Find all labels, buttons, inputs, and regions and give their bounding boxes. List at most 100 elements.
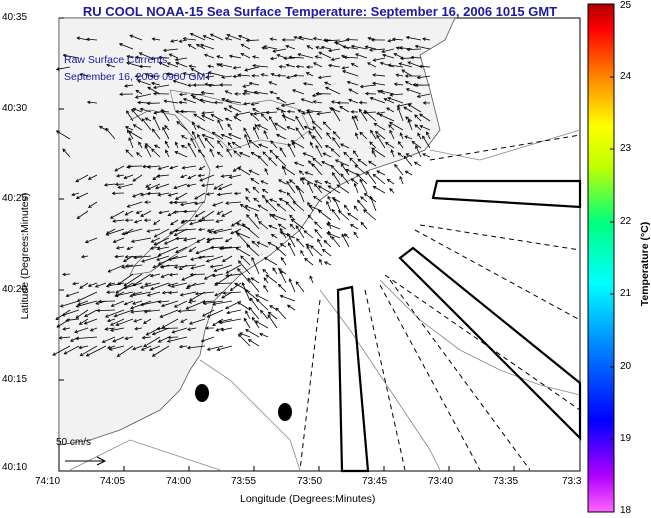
current-vector-head bbox=[289, 214, 293, 219]
current-vector-head bbox=[134, 55, 139, 60]
current-vector-head bbox=[304, 171, 309, 175]
current-vector bbox=[237, 301, 251, 311]
current-vector bbox=[150, 273, 161, 277]
current-vector-head bbox=[395, 73, 400, 77]
current-vector-head bbox=[153, 221, 157, 225]
current-vector-head bbox=[291, 89, 296, 93]
current-vector-head bbox=[286, 304, 291, 309]
scale-arrow bbox=[65, 456, 107, 466]
current-vector-head bbox=[363, 192, 368, 197]
current-vector bbox=[388, 64, 404, 68]
current-vector bbox=[394, 164, 404, 176]
current-vector-head bbox=[422, 37, 426, 41]
buoy-marker bbox=[195, 384, 209, 402]
current-vector bbox=[351, 178, 359, 185]
current-vector-head bbox=[201, 114, 205, 118]
current-vector-head bbox=[312, 135, 316, 139]
current-vector-head bbox=[78, 345, 83, 350]
current-vector bbox=[225, 90, 233, 95]
current-vector bbox=[216, 165, 224, 168]
current-vector-head bbox=[312, 100, 317, 104]
current-vector-head bbox=[86, 100, 91, 105]
current-vector bbox=[114, 309, 134, 317]
current-vector-head bbox=[245, 38, 250, 43]
current-vector-head bbox=[79, 72, 83, 77]
current-vector bbox=[207, 65, 215, 68]
current-vector bbox=[123, 273, 143, 287]
current-vector-head bbox=[226, 310, 231, 315]
current-vector-head bbox=[243, 127, 247, 132]
current-vector bbox=[353, 205, 359, 212]
current-vector bbox=[125, 336, 134, 340]
current-vector bbox=[354, 115, 359, 122]
current-vector bbox=[390, 93, 404, 96]
current-vector-head bbox=[422, 101, 427, 105]
current-vector-head bbox=[297, 186, 301, 191]
current-vector bbox=[151, 148, 161, 158]
current-vector bbox=[318, 185, 332, 194]
current-vector bbox=[306, 245, 314, 257]
current-vector-head bbox=[132, 301, 136, 305]
current-vector-head bbox=[65, 318, 70, 322]
current-vector-head bbox=[221, 295, 225, 299]
y-tick-label: 40:10 bbox=[2, 462, 28, 473]
current-vector-head bbox=[197, 218, 202, 223]
current-vector-head bbox=[228, 175, 233, 179]
current-vector bbox=[180, 201, 197, 206]
current-vector bbox=[326, 232, 341, 239]
current-vector bbox=[258, 221, 269, 230]
current-vector-head bbox=[207, 64, 212, 69]
current-vector bbox=[289, 179, 296, 185]
current-vector-head bbox=[218, 63, 223, 67]
current-vector-head bbox=[167, 257, 172, 261]
current-vector-head bbox=[178, 344, 183, 349]
current-vector bbox=[173, 80, 188, 86]
current-vector-head bbox=[104, 314, 109, 318]
current-vector bbox=[238, 260, 251, 275]
current-vector bbox=[218, 183, 233, 190]
current-vector-head bbox=[388, 124, 392, 128]
current-vector-head bbox=[405, 35, 410, 40]
colorbar-tick-label: 22 bbox=[620, 216, 632, 227]
current-vector-head bbox=[106, 345, 111, 350]
current-vector-head bbox=[160, 274, 165, 278]
current-vector bbox=[389, 130, 395, 140]
current-vector-head bbox=[126, 55, 131, 59]
current-vector bbox=[226, 309, 242, 314]
current-vector-head bbox=[175, 236, 179, 241]
current-vector bbox=[135, 93, 152, 98]
current-vector-head bbox=[345, 168, 350, 173]
ocean-contour-3 bbox=[379, 279, 581, 396]
current-vector bbox=[174, 228, 197, 232]
current-vector-head bbox=[354, 132, 359, 137]
current-vector bbox=[206, 192, 215, 195]
x-tick-label: 73:50 bbox=[297, 476, 323, 487]
current-vector-head bbox=[161, 290, 166, 295]
current-vector bbox=[317, 239, 323, 248]
current-vector-head bbox=[275, 107, 280, 111]
current-vector-head bbox=[269, 149, 273, 154]
current-vector-head bbox=[364, 45, 369, 49]
current-vector bbox=[97, 309, 116, 312]
land-inner-coast bbox=[129, 109, 211, 276]
current-vector-head bbox=[168, 272, 173, 277]
current-vector-head bbox=[140, 347, 145, 351]
current-vector-head bbox=[190, 137, 194, 142]
current-vector bbox=[264, 257, 278, 266]
current-vector bbox=[202, 134, 215, 140]
current-vector bbox=[88, 174, 98, 180]
current-vector-head bbox=[240, 255, 244, 260]
current-vector-head bbox=[302, 82, 307, 86]
current-vector-head bbox=[268, 224, 273, 229]
current-vector bbox=[174, 151, 188, 158]
current-vector bbox=[214, 102, 224, 104]
current-vector bbox=[414, 161, 422, 167]
current-vector-head bbox=[251, 256, 255, 261]
current-vector-head bbox=[275, 246, 280, 251]
current-vector-head bbox=[357, 158, 362, 163]
current-vector-head bbox=[110, 303, 115, 307]
current-vector bbox=[247, 277, 260, 293]
current-vector-head bbox=[384, 141, 389, 146]
current-vector bbox=[254, 124, 260, 131]
current-vector bbox=[289, 278, 296, 293]
